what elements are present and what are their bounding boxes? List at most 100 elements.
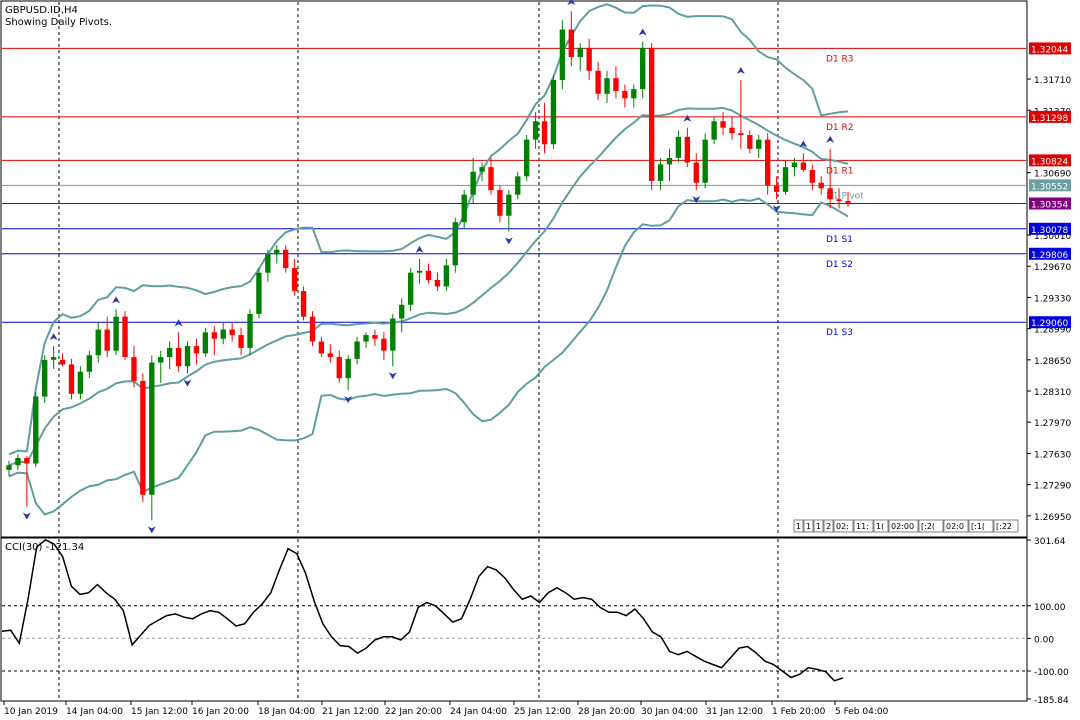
timeline-box-label: 02: [836,522,849,531]
candle-body [470,171,476,195]
candle [265,249,271,282]
cci-line [1,539,844,682]
fractal-down-marker [147,526,156,534]
candle [15,454,21,470]
candle [836,188,842,209]
candle [113,309,119,356]
price-tick-label: 1.27970 [1034,419,1071,429]
candle-body [595,70,601,94]
candle-body [211,332,217,339]
candle-body [86,355,93,372]
candle [648,43,655,191]
candle-body [6,465,12,470]
candle [675,130,682,163]
candle [470,157,476,204]
candle-body [773,185,780,192]
candle [390,313,396,367]
fractal-up-marker [638,28,647,36]
candle-body [425,270,432,281]
candle [140,373,146,503]
candle [372,329,378,347]
candle-body [800,162,807,170]
bollinger-bands [8,3,849,516]
fractal-down-marker [183,379,192,387]
timeline-box-label: 11: [856,522,869,531]
time-tick-label: 15 Jan 12:00 [131,707,188,717]
candle [738,79,744,149]
pivot-price-tag [1029,154,1071,167]
pivot-price-tag-text: 1.31298 [1031,114,1068,124]
cci-tick-label: 301.64 [1034,537,1066,547]
candle [318,336,325,358]
candle-body [336,357,342,379]
candle-body [461,194,467,223]
candle [729,116,735,140]
candle-body [764,139,771,186]
pivot-price-tag-text: 1.32044 [1031,45,1068,55]
candle-body [122,316,128,358]
period-separators [58,2,779,700]
timeline-strip: 1 1 1 2 02: 11: 1(02:00 [:2(02:0 [:1([:22 [793,519,1019,533]
candle [149,355,155,521]
candle-body [283,249,289,269]
candle-body [318,341,325,354]
timeline-box-label: 2 [826,522,831,531]
candle-body [131,357,137,381]
time-tick-label: 25 Jan 12:00 [514,707,571,717]
candle-body [613,78,619,91]
candle-body [158,357,164,363]
band-middle [8,106,849,467]
timeline-box [943,519,969,533]
candle [363,332,369,348]
candle [175,332,182,372]
candle-body [381,338,387,351]
candle [524,135,530,181]
candle-body [140,380,146,495]
candle [309,311,316,347]
candle [541,102,548,154]
candle-body [640,47,646,90]
candle [711,116,717,145]
candle-body [265,254,271,273]
candle [720,112,726,136]
pivot-price-tags: 1.32044 1.31298 1.30824 1.30552 1.30078 1.298… [1029,42,1071,329]
candle [747,130,753,154]
timeline-box-label: [:2( [921,522,935,531]
pivot-line-label: D1 S1 [826,235,853,245]
candle [773,176,780,200]
candle [283,245,289,273]
candle [399,298,405,333]
candle [756,135,762,158]
fractal-up-marker [736,66,745,74]
candle-body [631,89,637,99]
candle [532,112,539,149]
pivot-price-tag [1029,222,1071,235]
current-price-tag-text: 1.30354 [1031,200,1068,210]
timeline-box-label: 1( [876,522,884,531]
candle-body [684,136,691,163]
candle [693,153,699,191]
cci-tick-label: 0.00 [1034,635,1054,645]
fractal-down-marker [22,512,31,520]
pivot-price-tag-text: 1.29060 [1031,319,1068,329]
fractal-up-marker [567,0,576,6]
candle [595,61,601,101]
timeline-box [918,519,944,533]
price-tick-label: 1.31710 [1034,76,1071,86]
candle-body [711,121,717,140]
candle-body [184,346,191,367]
candle-body [399,304,405,319]
candle-body [586,47,592,71]
candle-body [515,176,521,195]
candle [247,309,253,356]
candle-body [202,332,209,354]
pivot-price-tag-text: 1.29806 [1031,251,1068,261]
pivot-line-label: D1 S3 [826,328,853,338]
time-tick-label: 21 Jan 12:00 [322,707,379,717]
fractal-down-marker [692,196,701,204]
candle-body [363,335,369,342]
candle [184,341,191,374]
candle [791,157,798,177]
candle [256,268,262,319]
